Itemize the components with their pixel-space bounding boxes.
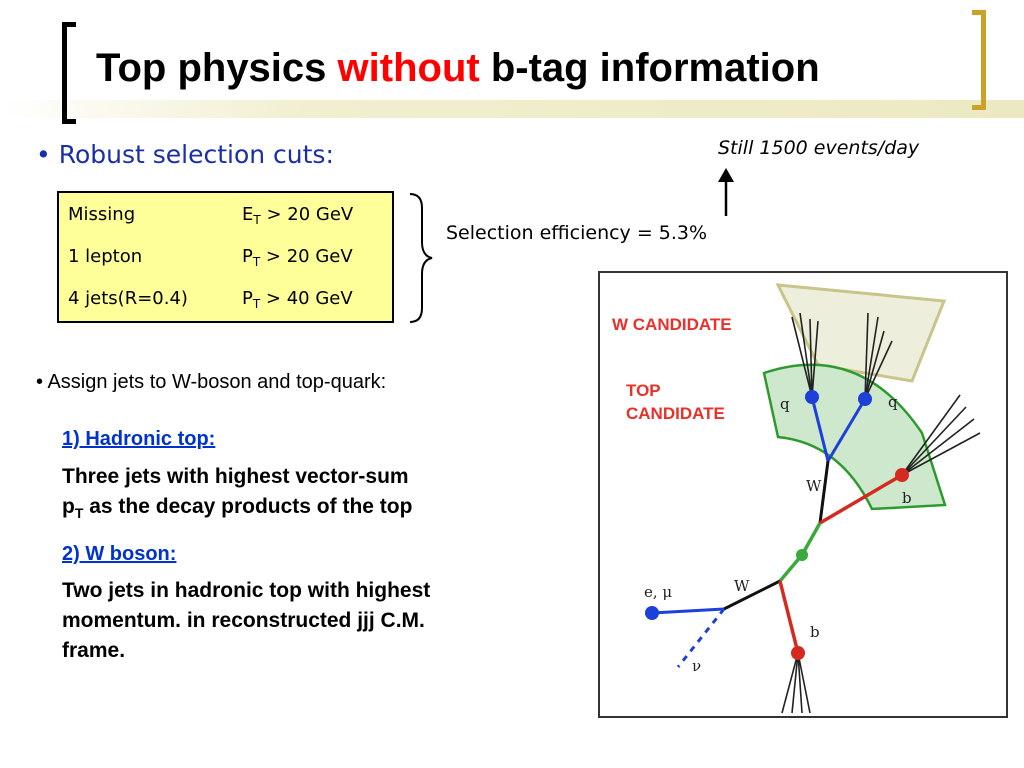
w-boson-line1: Two jets in hadronic top with highest — [62, 579, 431, 602]
w-boson-description: Two jets in hadronic top with highest mo… — [62, 576, 532, 666]
quark-vertex-2 — [858, 392, 872, 406]
w-boson-line3: frame. — [62, 639, 126, 662]
top-candidate-region — [762, 363, 947, 511]
cut-name: 4 jets(R=0.4) — [68, 288, 188, 309]
events-per-day: Still 1500 events/day — [718, 137, 920, 159]
b-lower-line — [778, 580, 800, 654]
w-boson-title: 2) W boson: — [62, 543, 177, 565]
selection-efficiency: Selection efficiency = 5.3% — [446, 222, 708, 244]
quark-vertex-1 — [805, 390, 819, 404]
left-bracket-decoration — [62, 22, 76, 124]
cut-condition: PT > 40 GeV — [242, 288, 353, 311]
hadronic-top-line2: pT as the decay products of the top — [62, 495, 413, 522]
cut-row-jets: 4 jets(R=0.4) PT > 40 GeV — [68, 288, 353, 310]
label-w-lower: W — [734, 577, 750, 595]
w-upper-line — [818, 460, 830, 524]
cut-row-missing: Missing ET > 20 GeV — [68, 204, 353, 226]
upper-jet-tracks — [791, 312, 981, 476]
w-lower-line — [723, 579, 781, 611]
hadronic-top-line1: Three jets with highest vector-sum — [62, 465, 409, 488]
label-q1: q — [780, 395, 790, 413]
w-candidate-region — [775, 283, 947, 383]
top-vertex — [796, 549, 808, 561]
cut-condition: PT > 20 GeV — [242, 246, 353, 269]
cut-row-lepton: 1 lepton PT > 20 GeV — [68, 246, 353, 268]
selection-cuts-table: Missing ET > 20 GeV 1 lepton PT > 20 GeV… — [57, 191, 394, 323]
selection-cuts-heading: • Robust selection cuts: — [36, 140, 334, 169]
label-b-upper: b — [902, 489, 912, 507]
slide-title: Top physics without b-tag information — [96, 46, 820, 91]
label-w-upper: W — [806, 477, 822, 495]
w-candidate-label: W CANDIDATE — [612, 315, 732, 334]
decay-diagram-svg: q q W b W e, μ b ν — [644, 283, 981, 714]
lepton-line — [651, 607, 725, 615]
lepton-vertex — [645, 606, 659, 620]
lower-jet-tracks — [781, 652, 811, 714]
arrow-up-icon — [718, 168, 734, 216]
neutrino-line — [676, 608, 726, 668]
curly-brace-icon — [409, 193, 433, 323]
hadronic-top-title: 1) Hadronic top: — [62, 428, 216, 450]
light-quark-lines — [810, 396, 867, 462]
b-upper-line — [819, 473, 903, 525]
b-vertex-lower — [791, 646, 805, 660]
cut-name: 1 lepton — [68, 246, 143, 267]
w-boson-line2: momentum. in reconstructed jjj C.M. — [62, 609, 425, 632]
label-q2: q — [888, 393, 898, 411]
title-highlight: without — [337, 46, 480, 90]
hadronic-top-description: Three jets with highest vector-sum pT as… — [62, 462, 532, 528]
title-prefix: Top physics — [96, 46, 338, 90]
title-suffix: b-tag information — [479, 46, 820, 90]
top-candidate-label-1: TOP — [626, 381, 661, 400]
top-line-upper — [800, 522, 822, 556]
right-bracket-decoration — [972, 10, 986, 110]
top-candidate-label-2: CANDIDATE — [626, 404, 725, 423]
label-b-lower: b — [810, 623, 820, 641]
assign-jets-heading: • Assign jets to W-boson and top-quark: — [36, 371, 387, 393]
title-underline-bar — [0, 100, 1024, 118]
label-neutrino: ν — [692, 657, 701, 675]
b-vertex-upper — [895, 468, 909, 482]
label-lepton: e, μ — [644, 583, 672, 601]
cut-condition: ET > 20 GeV — [242, 204, 354, 227]
top-decay-diagram: q q W b W e, μ b ν — [598, 271, 1008, 718]
cut-name: Missing — [68, 204, 136, 225]
